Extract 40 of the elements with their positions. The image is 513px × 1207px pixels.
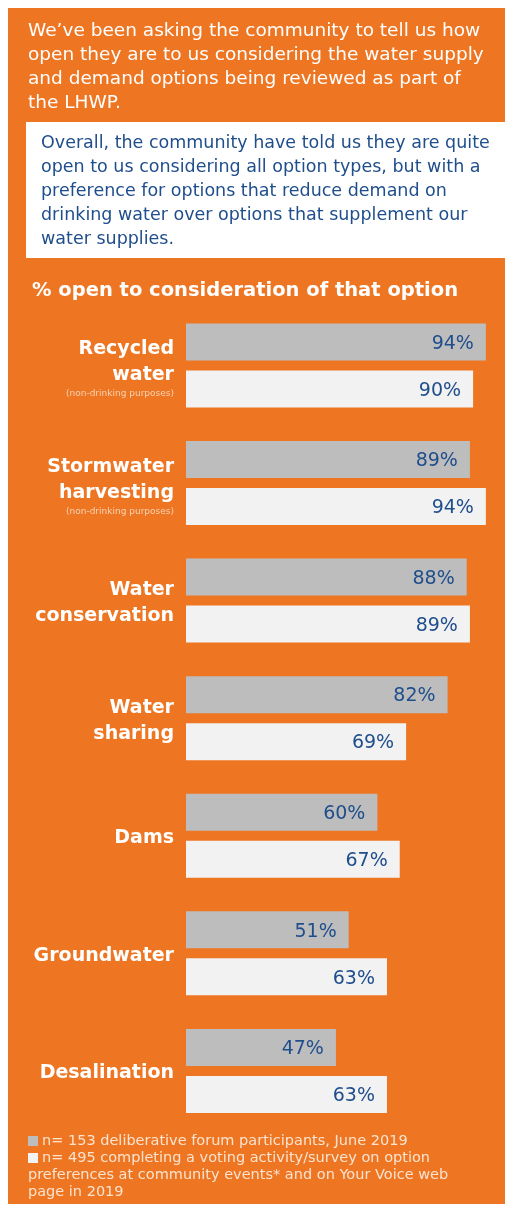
data-label: 63% (332, 1083, 375, 1106)
y-tick-label: Recycled water (non-drinking purposes) (65, 336, 175, 399)
y-tick-label: Water sharing (93, 694, 175, 743)
data-label: 60% (323, 800, 366, 823)
legend-label: n= 153 deliberative forum participants, June 2019 (42, 1132, 408, 1148)
bar (186, 793, 378, 831)
bar (186, 723, 407, 761)
data-label: 94% (431, 330, 474, 353)
bar (186, 488, 486, 526)
y-tick-label: Dams (114, 825, 174, 848)
y-tick-label: Stormwater harvesting (non-drinking purposes) (47, 453, 175, 516)
bar (186, 840, 400, 878)
bar (186, 676, 448, 714)
bar (186, 558, 467, 596)
y-tick-label: Groundwater (33, 942, 175, 965)
bar (186, 441, 470, 479)
bar (186, 1075, 387, 1113)
bar (186, 323, 486, 361)
bar (186, 605, 470, 643)
chart-title: We’ve been asking the community to tell us how open they are to us considering the water supply and demand options being reviewed as part of the LHWP. (27, 18, 485, 114)
y-tick-label: Water conservation (35, 576, 175, 625)
data-label: 63% (332, 965, 375, 988)
data-label: 82% (393, 683, 436, 706)
data-label: 89% (415, 448, 458, 471)
data-label: 90% (418, 377, 462, 400)
bar (186, 370, 474, 408)
bar (186, 911, 349, 949)
data-label: 94% (431, 495, 474, 518)
y-tick-label: Desalination (39, 1060, 174, 1083)
x-axis-title: % open to consideration of that option (31, 277, 460, 303)
chart-subtitle: Overall, the community have told us they are quite open to us considering all option types, but with a preference for options that reduce demand on drinking water over options that supplement our water supplies. (26, 122, 505, 258)
data-label: 88% (412, 565, 455, 588)
data-label: 47% (281, 1036, 324, 1059)
data-label: 69% (351, 730, 395, 753)
data-label: 89% (415, 612, 458, 635)
data-label: 51% (294, 918, 337, 941)
legend-label: n= 495 completing a voting activity/survey on option preferences at community events* and on Your Voice web page in 2019 (28, 1149, 449, 1199)
bar (186, 958, 387, 996)
bar (186, 1028, 336, 1066)
data-label: 67% (345, 847, 388, 870)
